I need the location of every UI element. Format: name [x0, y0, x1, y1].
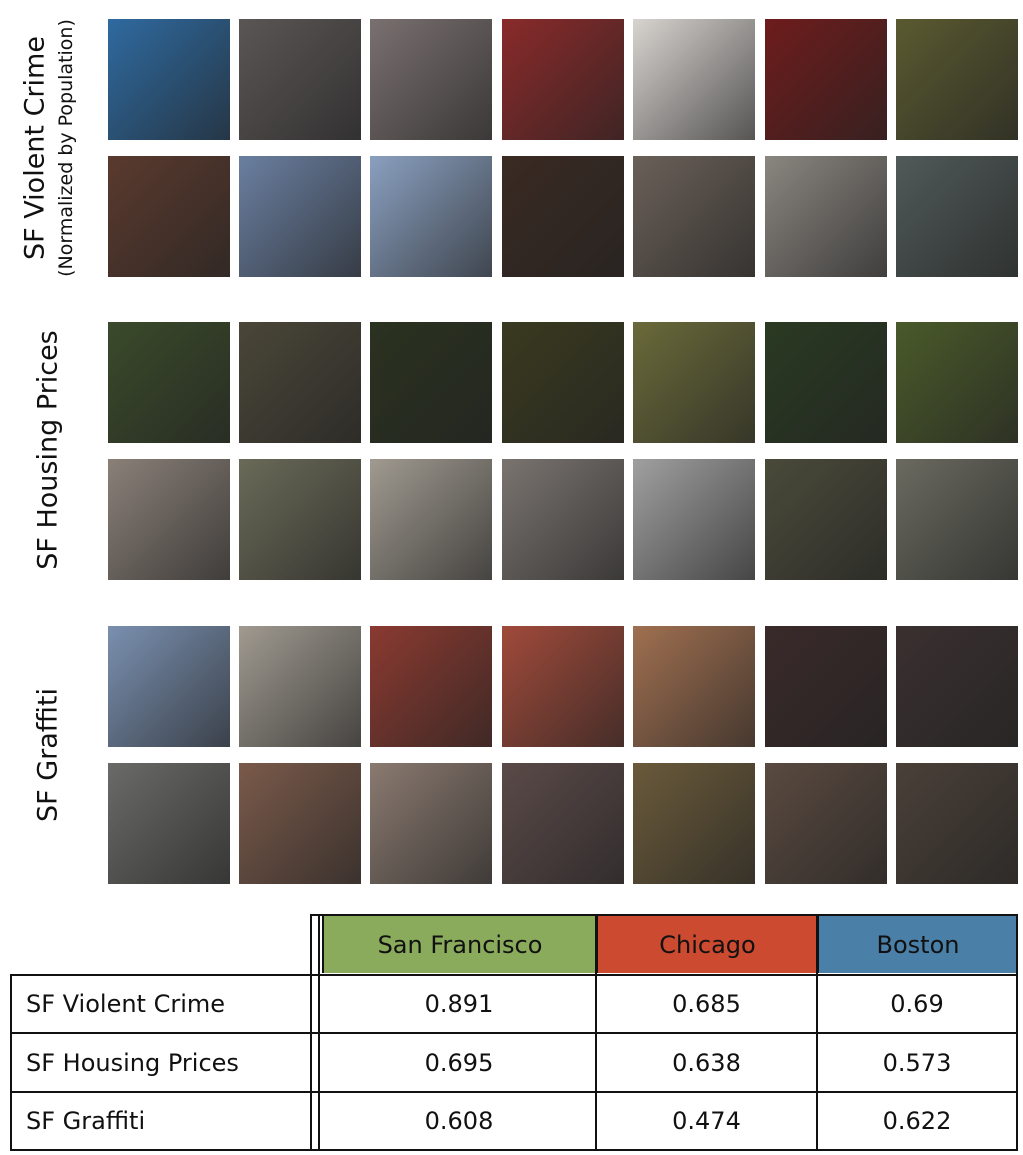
image-tile — [896, 626, 1018, 747]
image-tile — [239, 763, 361, 884]
image-tile — [108, 19, 230, 140]
image-tile — [370, 626, 492, 747]
image-tile — [108, 322, 230, 443]
image-tile — [765, 322, 887, 443]
image-tile — [370, 459, 492, 580]
row-label: SF Housing Prices — [26, 1048, 239, 1077]
image-tile — [108, 156, 230, 277]
group-label: SF Violent Crime — [19, 36, 51, 260]
table-rule — [310, 914, 1018, 916]
image-tile — [896, 459, 1018, 580]
row-label: SF Graffiti — [26, 1107, 146, 1135]
table-cell: 0.608 — [424, 1107, 494, 1135]
group-label: SF Graffiti — [32, 687, 64, 823]
image-tile — [502, 626, 624, 747]
image-tile — [370, 322, 492, 443]
table-rule — [10, 974, 12, 1151]
image-tile — [633, 19, 755, 140]
row-label: SF Violent Crime — [26, 990, 226, 1018]
image-tile — [502, 322, 624, 443]
image-tile — [108, 626, 230, 747]
image-tile — [765, 156, 887, 277]
table-cell: 0.891 — [424, 990, 494, 1018]
image-tile — [896, 19, 1018, 140]
image-tile — [502, 19, 624, 140]
image-tile — [633, 763, 755, 884]
table-rule — [318, 914, 320, 1151]
image-tile — [502, 763, 624, 884]
table-rule — [10, 974, 1018, 976]
header-cell: Chicago — [596, 916, 817, 973]
image-tile — [896, 763, 1018, 884]
group-sublabel: (Normalized by Population) — [55, 19, 77, 277]
image-tile — [633, 322, 755, 443]
table-cell: 0.695 — [424, 1048, 494, 1077]
image-tile — [239, 626, 361, 747]
table-cell: 0.685 — [672, 990, 741, 1018]
image-tile — [239, 459, 361, 580]
header-cell: Boston — [817, 916, 1017, 973]
table-rule — [310, 914, 312, 1151]
table-cell: 0.69 — [890, 990, 944, 1018]
image-tile — [765, 19, 887, 140]
image-tile — [370, 763, 492, 884]
table-cell: 0.573 — [882, 1048, 952, 1077]
table-cell: 0.622 — [882, 1107, 952, 1135]
image-tile — [239, 322, 361, 443]
image-tile — [896, 156, 1018, 277]
table-rule — [10, 1149, 1018, 1151]
image-tile — [765, 626, 887, 747]
image-tile — [502, 459, 624, 580]
image-tile — [370, 156, 492, 277]
image-tile — [502, 156, 624, 277]
image-tile — [765, 459, 887, 580]
image-tile — [108, 763, 230, 884]
table-rule — [10, 1032, 1018, 1034]
image-tile — [370, 19, 492, 140]
image-tile — [239, 156, 361, 277]
table-rule — [1016, 914, 1018, 1151]
image-tile — [633, 459, 755, 580]
image-tile — [633, 626, 755, 747]
image-tile — [633, 156, 755, 277]
image-tile — [239, 19, 361, 140]
table-rule — [595, 914, 597, 1151]
table-rule — [10, 1091, 1018, 1093]
table-cell: 0.474 — [672, 1107, 741, 1135]
table-rule — [816, 914, 818, 1151]
image-tile — [896, 322, 1018, 443]
image-tile — [765, 763, 887, 884]
group-label: SF Housing Prices — [32, 330, 64, 570]
header-cell: San Francisco — [322, 916, 596, 973]
image-tile — [108, 459, 230, 580]
table-cell: 0.638 — [672, 1048, 741, 1077]
